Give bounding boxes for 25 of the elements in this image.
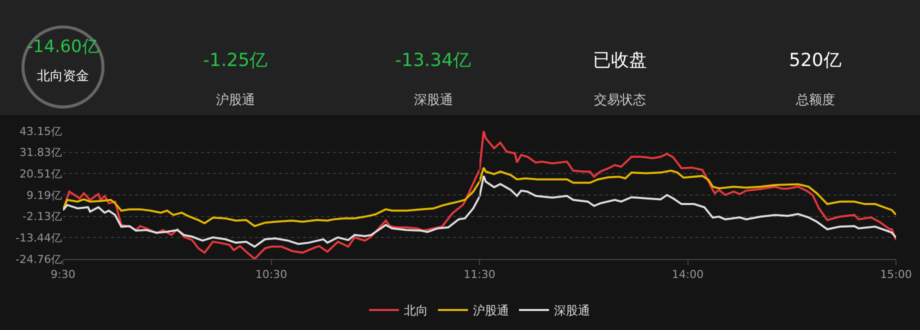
- text: 北向资金: [37, 69, 89, 84]
- text: -13.34亿: [395, 50, 472, 71]
- x-tick-label: 14:00: [672, 268, 704, 282]
- y-tick-label: 9.19亿: [26, 188, 62, 202]
- text: 沪股通: [216, 92, 255, 108]
- text: -14.60亿: [27, 37, 99, 57]
- text: -1.25亿: [203, 50, 268, 71]
- y-tick-label: -24.76亿: [16, 252, 62, 266]
- text: 深股通: [414, 93, 453, 108]
- legend-label: 沪股通: [473, 304, 509, 318]
- x-tick-label: 10:30: [255, 268, 288, 282]
- text: 总额度: [795, 92, 835, 108]
- y-tick-label: 20.51亿: [20, 168, 62, 181]
- y-tick-label: -2.13亿: [22, 210, 62, 224]
- y-tick-label: 43.15亿: [20, 124, 62, 138]
- text: 交易状态: [594, 92, 646, 108]
- legend-label: 北向: [404, 304, 428, 318]
- text: 已收盘: [593, 50, 647, 71]
- text: 520亿: [789, 50, 842, 71]
- y-tick-label: 31.83亿: [20, 146, 62, 160]
- x-tick-label: 15:00: [880, 268, 912, 282]
- x-tick-label: 9:30: [50, 268, 76, 282]
- x-tick-label: 11:30: [464, 268, 496, 282]
- legend-label: 深股通: [554, 304, 590, 318]
- y-tick-label: -13.44亿: [16, 232, 62, 245]
